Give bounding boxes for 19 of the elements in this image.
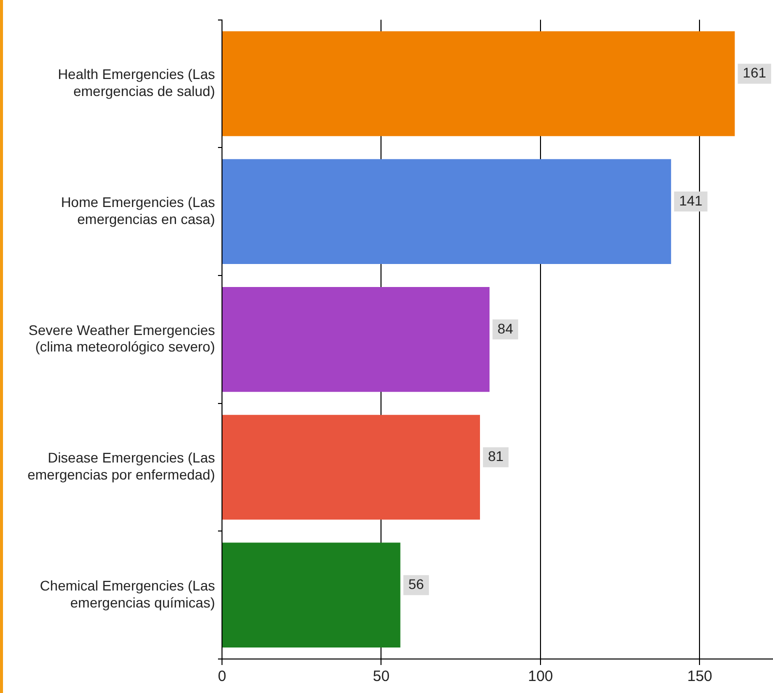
bar xyxy=(222,542,400,648)
x-tick-label: 0 xyxy=(218,668,226,686)
data-label: 141 xyxy=(679,192,703,208)
data-label: 161 xyxy=(742,64,766,81)
bar xyxy=(222,31,735,136)
bar xyxy=(222,159,672,264)
bar xyxy=(222,414,480,520)
data-label: 56 xyxy=(408,576,424,592)
bar xyxy=(222,286,490,392)
y-tick-label: Disease Emergencies (Las emergencias por enfermedad) xyxy=(27,450,215,482)
y-tick-label: Severe Weather Emergencies (clima meteorológico severo) xyxy=(28,322,215,355)
y-tick-label: Health Emergencies (Las emergencias de salud) xyxy=(58,66,215,99)
data-label: 81 xyxy=(488,448,504,464)
x-tick-label: 50 xyxy=(372,668,390,686)
y-tick-label: Chemical Emergencies (Las emergencias químicas) xyxy=(40,578,215,610)
y-tick-label: Home Emergencies (Las emergencias en casa) xyxy=(60,194,215,227)
data-label: 84 xyxy=(498,320,514,336)
x-tick-label: 150 xyxy=(687,668,712,686)
x-tick-label: 100 xyxy=(528,668,554,686)
